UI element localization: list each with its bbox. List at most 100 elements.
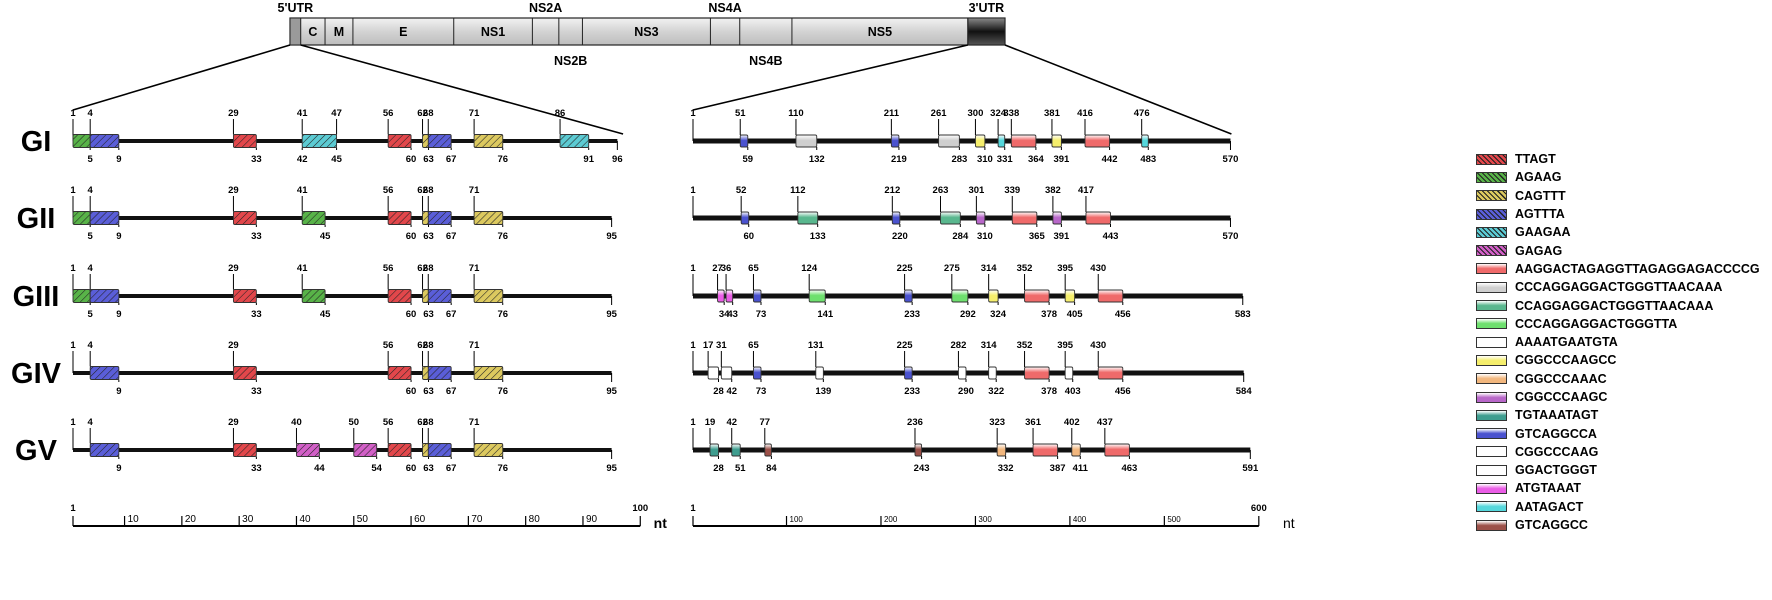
motif-box <box>938 134 960 148</box>
motif-box <box>1024 366 1050 380</box>
position-label: 60 <box>743 231 754 242</box>
position-label: 67 <box>446 463 457 474</box>
motif-box <box>1097 289 1124 303</box>
position-label: 243 <box>914 463 930 474</box>
position-label: 332 <box>998 463 1014 474</box>
motif-box <box>1011 211 1038 225</box>
legend-swatch <box>1476 519 1507 531</box>
segment-label: NS2A <box>529 1 562 15</box>
motif-box <box>795 134 818 148</box>
position-label: 442 <box>1102 154 1118 165</box>
position-label: 1 <box>70 417 76 428</box>
legend-item: CCAGGAGGACTGGGTTAACAAA <box>1476 296 1772 314</box>
position-label: 1 <box>690 340 696 351</box>
position-label: 45 <box>331 154 342 165</box>
position-label: 4 <box>88 108 94 119</box>
position-label: 591 <box>1242 463 1259 474</box>
motif-box <box>904 289 913 303</box>
motif-box <box>1085 211 1111 225</box>
position-label: 261 <box>931 108 948 119</box>
motif-box <box>301 211 326 225</box>
legend-swatch <box>1476 446 1507 458</box>
legend-swatch <box>1476 428 1507 440</box>
position-label: 95 <box>606 309 617 320</box>
position-label: 9 <box>116 231 121 242</box>
legend-swatch <box>1476 391 1507 403</box>
position-label: 63 <box>423 231 434 242</box>
position-label: 65 <box>748 263 759 274</box>
position-label: 323 <box>989 417 1005 428</box>
genotype-row: 1 591 19 28 42 51 77 84 236 243 323 332 361 387 402 411… <box>690 417 1259 474</box>
utr3-block <box>967 17 1006 46</box>
position-label: 1 <box>70 185 76 196</box>
legend-item: GTCAGGCC <box>1476 516 1772 534</box>
position-label: 45 <box>320 309 331 320</box>
position-label: 63 <box>423 309 434 320</box>
position-label: 112 <box>790 185 805 196</box>
motif-box <box>1097 366 1124 380</box>
motif-box <box>427 134 452 148</box>
position-label: 29 <box>228 417 239 428</box>
motif-box <box>764 443 772 457</box>
position-label: 284 <box>952 231 969 242</box>
motif-box <box>1024 289 1050 303</box>
genotype-row: 1 95 4 9 29 33 40 44 50 54 56 60 62 63 68 67 71 76 <box>70 417 617 474</box>
legend-swatch <box>1476 190 1507 202</box>
position-label: 63 <box>423 154 434 165</box>
legend-item: CGGCCCAAAC <box>1476 370 1772 388</box>
legend-label: AAAATGAATGTA <box>1515 335 1618 350</box>
position-label: 430 <box>1090 263 1106 274</box>
motif-box <box>427 366 452 380</box>
position-label: 50 <box>348 417 359 428</box>
position-label: 76 <box>497 231 508 242</box>
legend-item: CGGCCCAAG <box>1476 443 1772 461</box>
position-label: 233 <box>904 309 920 320</box>
position-label: 71 <box>469 185 480 196</box>
genotype-label: GI <box>21 126 52 158</box>
position-label: 378 <box>1041 386 1057 397</box>
zoom-line <box>1004 44 1232 135</box>
motif-legend: TTAGT AGAAG CAGTTT AGTTTA GAAGAA GAGAG AAGGACT… <box>1476 150 1772 534</box>
position-label: 405 <box>1067 309 1084 320</box>
motif-box <box>731 443 741 457</box>
legend-swatch <box>1476 501 1507 513</box>
motif-box <box>739 134 749 148</box>
position-label: 290 <box>958 386 974 397</box>
motif-box <box>72 211 91 225</box>
position-label: 584 <box>1236 386 1253 397</box>
position-label: 71 <box>469 340 480 351</box>
position-label: 139 <box>815 386 831 397</box>
position-label: 95 <box>606 386 617 397</box>
motif-box <box>717 289 725 303</box>
legend-swatch <box>1476 318 1507 330</box>
position-label: 131 <box>808 340 825 351</box>
position-label: 225 <box>897 340 914 351</box>
motif-box <box>232 289 257 303</box>
motif-box <box>890 134 900 148</box>
position-label: 141 <box>817 309 834 320</box>
legend-item: AAGGACTAGAGGTTAGAGGAGACCCCG <box>1476 260 1772 278</box>
position-label: 44 <box>314 463 325 474</box>
motif-box <box>815 366 824 380</box>
segment-label: M <box>334 25 344 39</box>
position-label: 41 <box>297 185 308 196</box>
position-label: 338 <box>1003 108 1019 119</box>
motif-box <box>422 134 429 148</box>
position-label: 33 <box>251 386 262 397</box>
position-label: 364 <box>1028 154 1045 165</box>
position-label: 71 <box>469 417 480 428</box>
position-label: 76 <box>497 154 508 165</box>
legend-swatch <box>1476 171 1507 183</box>
axis-unit: nt <box>654 515 668 531</box>
position-label: 29 <box>228 340 239 351</box>
position-label: 42 <box>726 386 737 397</box>
position-label: 60 <box>406 386 417 397</box>
genotype-row: 1 570 52 60 112 133 212 220 263 284 301 310 339 365 38… <box>690 185 1238 242</box>
position-label: 463 <box>1121 463 1137 474</box>
motif-box <box>353 443 378 457</box>
position-label: 56 <box>383 108 394 119</box>
axis-tick-label: 40 <box>299 514 311 525</box>
motif-box <box>89 366 120 380</box>
genotype-label: GII <box>17 203 56 235</box>
